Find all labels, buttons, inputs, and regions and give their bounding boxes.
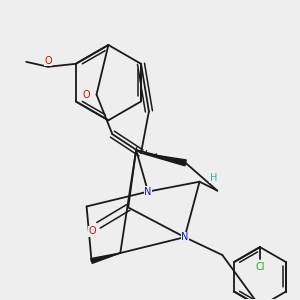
Text: N: N [181,232,188,242]
Text: Cl: Cl [255,262,265,272]
Polygon shape [91,253,120,263]
Text: H: H [210,173,217,183]
Text: N: N [144,187,152,196]
Text: O: O [44,56,52,66]
Text: O: O [83,89,90,100]
Polygon shape [141,153,186,166]
Text: O: O [89,226,96,236]
